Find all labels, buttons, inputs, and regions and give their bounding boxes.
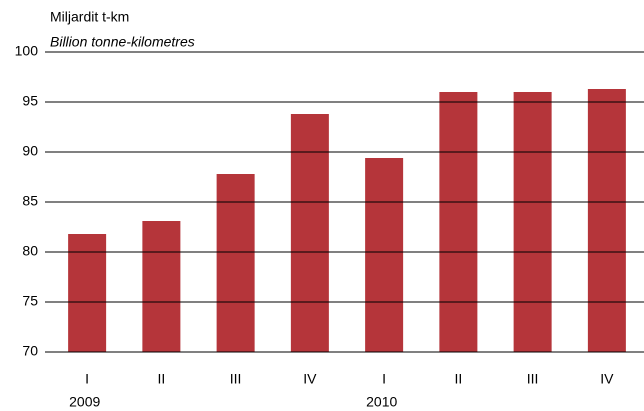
group-label: 2010: [366, 394, 397, 410]
group-label: 2009: [69, 394, 100, 410]
x-tick-label: III: [230, 371, 242, 387]
bar: [68, 234, 107, 352]
bar: [513, 92, 552, 352]
bar: [216, 174, 255, 352]
y-tick-label: 80: [22, 243, 38, 259]
y-axis-label: Miljardit t-km: [50, 9, 129, 25]
bar: [142, 221, 181, 352]
bar: [290, 114, 329, 352]
x-tick-label: IV: [303, 371, 317, 387]
bar: [439, 92, 478, 352]
x-tick-label: I: [85, 371, 89, 387]
y-tick-label: 95: [22, 93, 38, 109]
bar: [587, 89, 626, 352]
y-tick-label: 75: [22, 293, 38, 309]
y-axis-label-en: Billion tonne-kilometres: [50, 34, 195, 50]
x-tick-label: III: [527, 371, 539, 387]
x-tick-label: II: [157, 371, 165, 387]
x-tick-label: I: [382, 371, 386, 387]
y-tick-label: 100: [15, 43, 39, 59]
x-tick-label: II: [454, 371, 462, 387]
x-tick-label: IV: [600, 371, 614, 387]
y-tick-label: 70: [22, 343, 38, 359]
y-tick-label: 90: [22, 143, 38, 159]
bar: [365, 158, 404, 352]
y-tick-label: 85: [22, 193, 38, 209]
